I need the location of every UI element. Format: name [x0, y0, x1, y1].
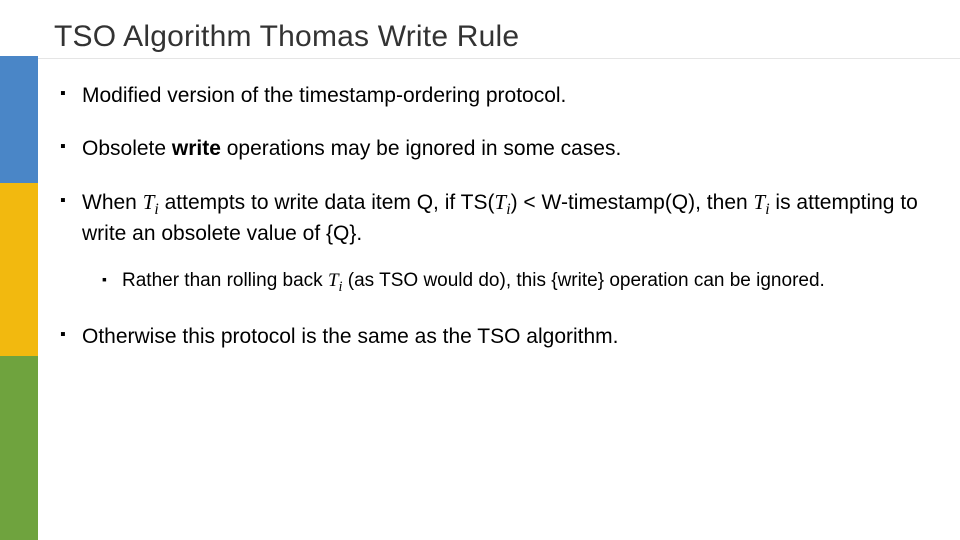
bullet-1-text: Modified version of the timestamp-orderi… — [82, 84, 566, 107]
bullet-3: When Ti attempts to write data item Q, i… — [60, 189, 930, 297]
var-T-4: T — [328, 270, 339, 291]
slide-title: TSO Algorithm Thomas Write Rule — [54, 20, 519, 54]
slide: TSO Algorithm Thomas Write Rule Modified… — [0, 0, 960, 540]
accent-stripe — [0, 56, 38, 540]
bullet-3-sub: Rather than rolling back Ti (as TSO woul… — [102, 268, 930, 297]
bullet-2-a: Obsolete — [82, 137, 172, 160]
var-T-3: T — [754, 190, 766, 214]
bullet-1: Modified version of the timestamp-orderi… — [60, 82, 930, 109]
stripe-green — [0, 356, 38, 540]
bullet-list: Modified version of the timestamp-orderi… — [60, 82, 930, 350]
bullet-2: Obsolete write operations may be ignored… — [60, 135, 930, 162]
title-underline — [0, 58, 960, 59]
bullet-3s-a: Rather than rolling back — [122, 270, 328, 291]
bullet-3-c: ) < W-timestamp(Q), then — [511, 191, 754, 214]
bullet-2-bold: write — [172, 137, 221, 160]
stripe-blue — [0, 56, 38, 183]
bullet-3s-b: (as TSO would do), this {write} operatio… — [343, 270, 825, 291]
stripe-yellow — [0, 183, 38, 356]
bullet-3-a: When — [82, 191, 143, 214]
bullet-4: Otherwise this protocol is the same as t… — [60, 323, 930, 350]
var-T-1: T — [143, 190, 155, 214]
bullet-4-text: Otherwise this protocol is the same as t… — [82, 325, 619, 348]
var-T-2: T — [495, 190, 507, 214]
bullet-3-sublist: Rather than rolling back Ti (as TSO woul… — [102, 268, 930, 297]
bullet-3-b: attempts to write data item Q, if TS( — [159, 191, 495, 214]
bullet-2-c: operations may be ignored in some cases. — [221, 137, 621, 160]
slide-body: Modified version of the timestamp-orderi… — [60, 82, 930, 376]
